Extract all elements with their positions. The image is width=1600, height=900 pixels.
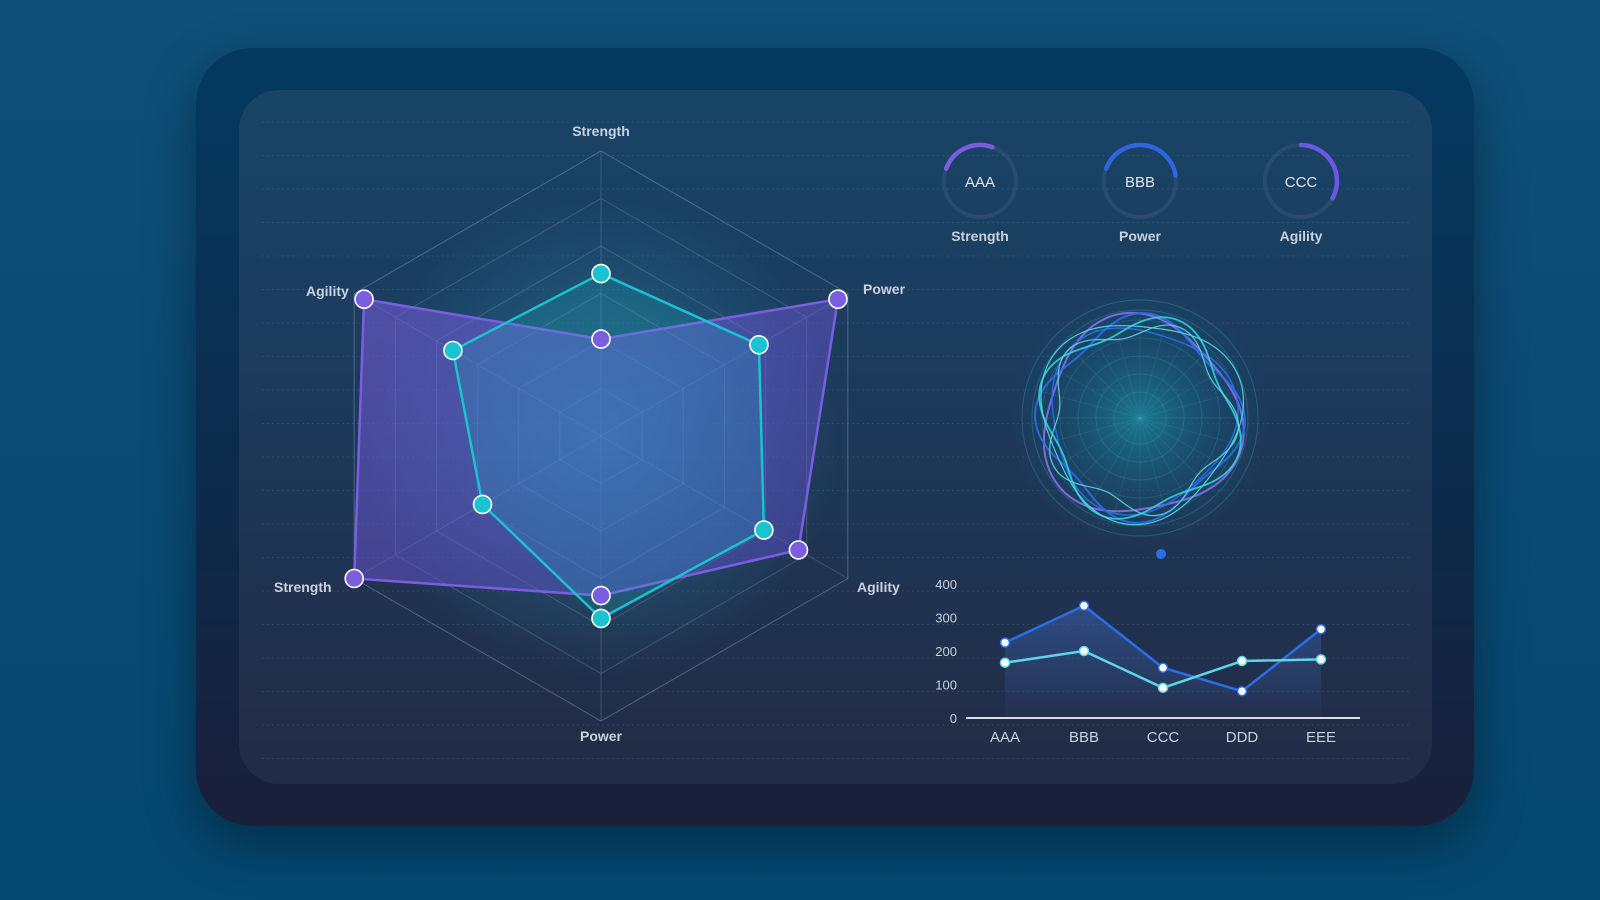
radar-ring [353,150,849,722]
radar-point [591,585,611,606]
radar-axis-label: Strength [572,123,630,139]
line-point [1315,623,1327,635]
radar-point [788,540,809,560]
line-point [1236,685,1248,697]
line-point [1078,645,1090,657]
gauge-bbb: BBB Power [1102,142,1178,244]
radar-chart: Strength Power Agility Power Strength Agility [274,123,906,744]
orb-spoke [1068,346,1212,490]
orb-ring [1095,373,1185,463]
line-point [1157,682,1169,694]
orb-spoke [1043,391,1237,445]
gauge-label: Agility [1280,228,1323,244]
orb-spoke [1113,321,1167,515]
gauge-aaa: AAA Strength [942,142,1018,244]
orb-ring [1113,391,1167,445]
line-area [1005,605,1321,718]
gauge-arc [1298,142,1340,201]
line-point [999,637,1011,648]
x-tick-label: BBB [1069,729,1099,746]
radar-point [591,608,611,629]
orb-ring [1059,337,1221,499]
y-tick-label: 0 [950,711,957,726]
orb-ring [1021,299,1259,537]
orb-rings [1021,299,1259,537]
orb-spoke [1089,331,1191,505]
radar-axis-label: Power [863,281,906,297]
x-tick-label: CCC [1147,729,1180,746]
radar-axis-label: Agility [306,283,349,299]
radar-point [344,568,364,589]
radar-axis-label: Strength [274,579,332,595]
orb-spoke [1068,346,1212,490]
radar-axis-label: Agility [857,579,900,595]
orb-wave [1049,324,1239,517]
x-tick-label: AAA [990,729,1020,746]
gauge-name: BBB [1125,174,1155,191]
gauge-label: Strength [951,228,1009,244]
y-tick-label: 200 [935,644,957,659]
orb-wave [1040,324,1245,526]
x-tick-label: DDD [1226,729,1259,746]
orb-ring [1077,355,1203,481]
radar-point [754,520,774,540]
radar-point [354,289,374,310]
line-chart: 400 300 200 100 0 AAA BBB CCC DDD EEE [935,577,1360,746]
y-tick-label: 300 [935,611,957,626]
radar-axis-label: Power [580,728,623,744]
gauge-name: CCC [1285,174,1318,191]
y-tick-label: 400 [935,577,957,592]
radar-point [828,289,848,310]
radar-point [591,329,611,349]
gauge-label: Power [1119,228,1162,244]
orb-spoke [1053,367,1227,469]
line-point [999,657,1011,668]
orb-spoke [1053,367,1227,469]
indicator-dot [1156,549,1166,559]
radar-point [443,340,463,361]
y-tick-label: 100 [935,678,957,693]
orb-spoke [1043,391,1237,445]
orb-spoke [1089,331,1191,505]
orb-ring [1031,309,1249,527]
line-point [1315,654,1327,665]
radar-series [344,263,848,629]
line-point [1157,662,1169,673]
radar-point [591,263,611,284]
line-point [1078,600,1090,612]
gauge-arc [943,142,995,171]
orb-waves [1034,311,1246,526]
gauge-row: AAA Strength BBB Power CCC Agility [942,142,1340,244]
radar-point [472,494,493,515]
radar-point [749,334,769,355]
radar-axis-labels: Strength Power Agility Power Strength Agility [274,123,906,744]
x-tick-label: EEE [1306,729,1336,746]
line-point [1236,655,1248,667]
gauge-arc [1103,142,1178,178]
gauge-name: AAA [965,174,995,191]
gauge-ccc: CCC Agility [1263,142,1340,244]
decorative-orb [1010,288,1270,559]
orb-spoke [1113,321,1167,515]
